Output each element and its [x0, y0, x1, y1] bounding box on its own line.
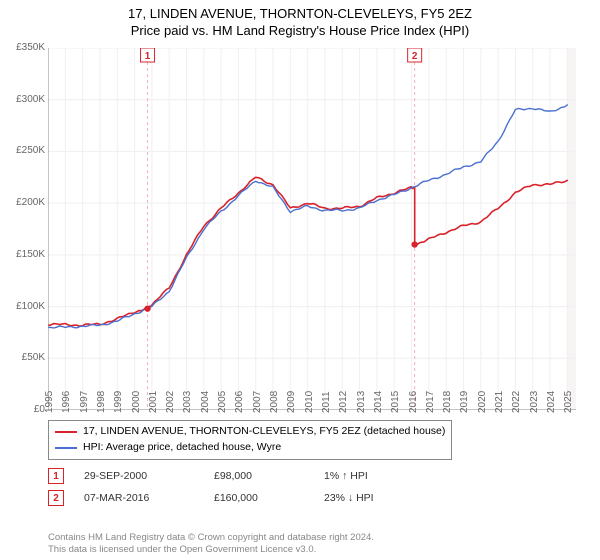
sale-badge: 2 — [48, 490, 64, 506]
legend-swatch — [55, 447, 77, 449]
sale-badge: 1 — [48, 468, 64, 484]
x-tick-label: 2018 — [442, 391, 453, 413]
y-tick-label: £250K — [1, 145, 45, 156]
x-tick-label: 2002 — [165, 391, 176, 413]
chart-plot-area: 12 — [48, 48, 576, 410]
x-tick-label: 1997 — [79, 391, 90, 413]
x-tick-label: 1995 — [44, 391, 55, 413]
sale-hpi-delta: 1% ↑ HPI — [324, 470, 368, 482]
legend: 17, LINDEN AVENUE, THORNTON-CLEVELEYS, F… — [48, 420, 452, 460]
y-tick-label: £100K — [1, 301, 45, 312]
legend-label: 17, LINDEN AVENUE, THORNTON-CLEVELEYS, F… — [83, 424, 445, 440]
title-line-2: Price paid vs. HM Land Registry's House … — [0, 23, 600, 40]
title-block: 17, LINDEN AVENUE, THORNTON-CLEVELEYS, F… — [0, 0, 600, 40]
x-tick-label: 2016 — [408, 391, 419, 413]
x-tick-label: 2012 — [338, 391, 349, 413]
licence-line-1: Contains HM Land Registry data © Crown c… — [48, 532, 374, 544]
x-tick-label: 2009 — [286, 391, 297, 413]
sale-row-2: 2 07-MAR-2016 £160,000 23% ↓ HPI — [48, 490, 374, 506]
x-tick-label: 2007 — [252, 391, 263, 413]
svg-text:1: 1 — [145, 51, 151, 62]
y-tick-label: £200K — [1, 197, 45, 208]
x-tick-label: 2020 — [477, 391, 488, 413]
x-tick-label: 2010 — [304, 391, 315, 413]
legend-swatch — [55, 431, 77, 433]
x-tick-label: 1999 — [113, 391, 124, 413]
x-tick-label: 2001 — [148, 391, 159, 413]
x-tick-label: 2013 — [356, 391, 367, 413]
legend-item: 17, LINDEN AVENUE, THORNTON-CLEVELEYS, F… — [55, 424, 445, 440]
sale-price: £160,000 — [214, 492, 304, 504]
y-tick-label: £350K — [1, 42, 45, 53]
x-tick-label: 2024 — [546, 391, 557, 413]
legend-item: HPI: Average price, detached house, Wyre — [55, 440, 445, 456]
x-tick-label: 2011 — [321, 391, 332, 413]
sale-row-1: 1 29-SEP-2000 £98,000 1% ↑ HPI — [48, 468, 368, 484]
x-tick-label: 1996 — [61, 391, 72, 413]
licence-line-2: This data is licensed under the Open Gov… — [48, 544, 374, 556]
x-tick-label: 2008 — [269, 391, 280, 413]
licence-text: Contains HM Land Registry data © Crown c… — [48, 532, 374, 556]
title-line-1: 17, LINDEN AVENUE, THORNTON-CLEVELEYS, F… — [0, 6, 600, 23]
x-tick-label: 2014 — [373, 391, 384, 413]
y-tick-label: £0 — [1, 404, 45, 415]
x-tick-label: 2005 — [217, 391, 228, 413]
x-tick-label: 2025 — [563, 391, 574, 413]
x-tick-label: 2015 — [390, 391, 401, 413]
x-tick-label: 2017 — [425, 391, 436, 413]
x-tick-label: 1998 — [96, 391, 107, 413]
sale-price: £98,000 — [214, 470, 304, 482]
sale-date: 07-MAR-2016 — [84, 492, 194, 504]
sale-hpi-delta: 23% ↓ HPI — [324, 492, 374, 504]
chart-container: 17, LINDEN AVENUE, THORNTON-CLEVELEYS, F… — [0, 0, 600, 560]
x-tick-label: 2000 — [131, 391, 142, 413]
x-tick-label: 2022 — [511, 391, 522, 413]
y-tick-label: £50K — [1, 352, 45, 363]
x-tick-label: 2021 — [494, 391, 505, 413]
x-tick-label: 2023 — [529, 391, 540, 413]
x-tick-label: 2019 — [459, 391, 470, 413]
chart-svg: 12 — [48, 48, 576, 410]
y-tick-label: £300K — [1, 94, 45, 105]
sale-date: 29-SEP-2000 — [84, 470, 194, 482]
y-tick-label: £150K — [1, 249, 45, 260]
x-tick-label: 2006 — [234, 391, 245, 413]
legend-label: HPI: Average price, detached house, Wyre — [83, 440, 281, 456]
svg-text:2: 2 — [412, 51, 418, 62]
x-tick-label: 2003 — [182, 391, 193, 413]
x-tick-label: 2004 — [200, 391, 211, 413]
